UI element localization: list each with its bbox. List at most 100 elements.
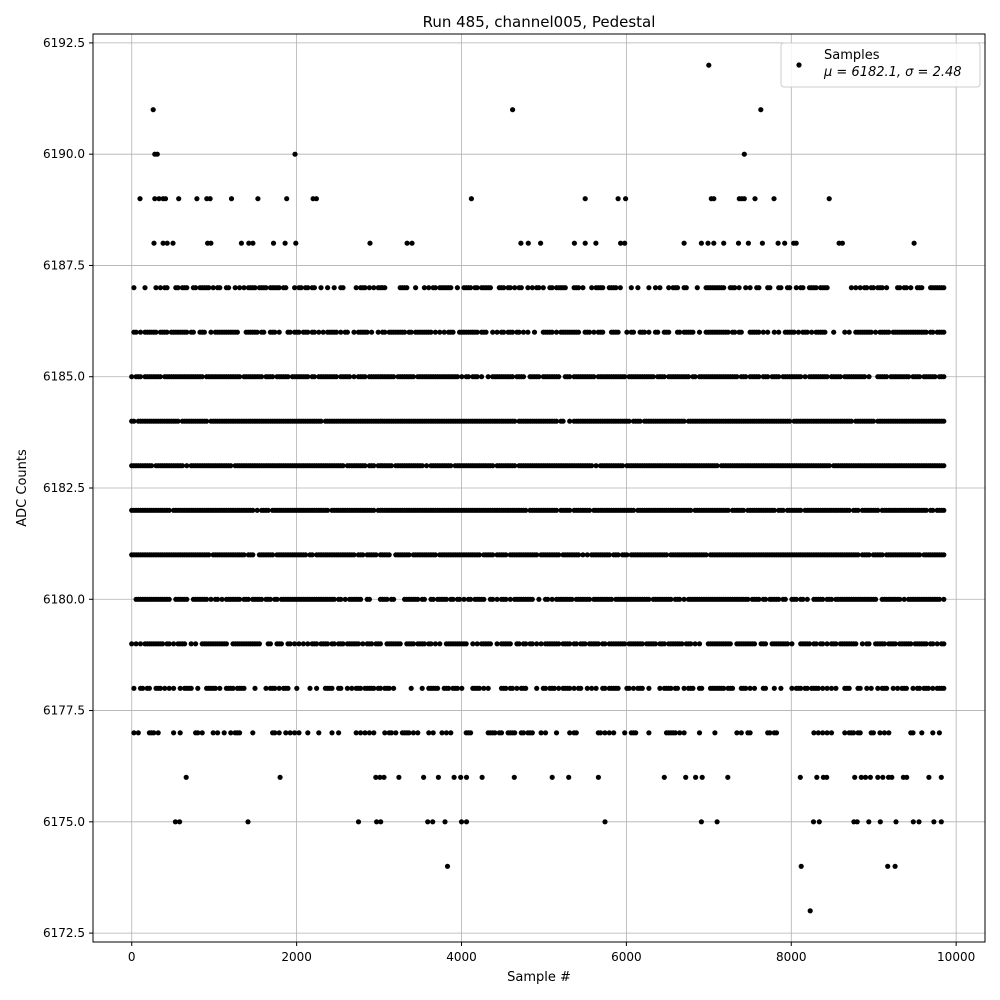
data-point: [567, 418, 573, 424]
data-point: [246, 240, 252, 246]
data-point: [895, 685, 901, 691]
data-point: [204, 596, 210, 602]
data-point: [463, 774, 470, 780]
data-point: [468, 596, 474, 602]
data-point: [287, 329, 293, 335]
data-point: [177, 730, 183, 736]
data-point: [487, 285, 493, 291]
data-point: [771, 329, 777, 335]
y-tick-label: 6190.0: [43, 147, 85, 161]
data-point: [593, 685, 599, 691]
data-point: [776, 596, 782, 602]
data-point: [276, 329, 282, 335]
data-point: [855, 507, 861, 513]
data-point: [813, 285, 819, 291]
data-point: [311, 329, 317, 335]
data-point: [276, 730, 282, 736]
data-point: [582, 641, 588, 647]
data-point: [542, 730, 549, 736]
data-point: [826, 463, 832, 469]
data-point: [747, 685, 753, 691]
data-point: [851, 730, 857, 736]
data-point: [151, 730, 157, 736]
data-point: [154, 151, 160, 157]
data-point: [661, 774, 667, 780]
data-point: [474, 374, 480, 380]
data-point: [451, 774, 457, 780]
data-point: [296, 730, 302, 736]
data-point: [228, 730, 234, 736]
data-point: [534, 552, 540, 558]
data-point: [540, 285, 546, 291]
data-point: [516, 641, 522, 647]
data-point: [639, 641, 645, 647]
data-point: [857, 685, 863, 691]
data-point: [615, 685, 621, 691]
data-point: [454, 374, 460, 380]
data-point: [351, 374, 357, 380]
data-point: [512, 463, 518, 469]
data-point: [916, 819, 922, 825]
data-point: [446, 685, 452, 691]
data-point: [622, 374, 628, 380]
data-point: [443, 596, 449, 602]
data-point: [351, 329, 357, 335]
data-point: [501, 329, 507, 335]
data-point: [284, 196, 290, 202]
data-point: [743, 685, 749, 691]
data-point: [351, 552, 357, 558]
data-point: [575, 329, 582, 335]
data-point: [573, 641, 579, 647]
data-point: [725, 329, 731, 335]
data-point: [483, 329, 489, 335]
data-point: [751, 641, 758, 647]
data-point: [941, 418, 947, 424]
data-point: [207, 196, 213, 202]
data-point: [318, 418, 324, 424]
data-point: [538, 641, 544, 647]
data-point: [386, 685, 392, 691]
data-point: [542, 685, 549, 691]
data-point: [775, 240, 781, 246]
data-point: [250, 507, 256, 513]
data-point: [901, 596, 907, 602]
data-point: [175, 285, 181, 291]
data-point: [877, 730, 883, 736]
chart-title: Run 485, channel005, Pedestal: [423, 13, 656, 31]
data-point: [589, 285, 595, 291]
data-point: [936, 730, 943, 736]
data-point: [442, 819, 448, 825]
data-point: [560, 418, 566, 424]
data-point: [833, 641, 839, 647]
data-point: [806, 641, 813, 647]
data-point: [721, 240, 727, 246]
data-point: [816, 819, 822, 825]
data-point: [137, 196, 143, 202]
data-point: [276, 285, 282, 291]
data-point: [910, 819, 916, 825]
data-point: [494, 329, 500, 335]
data-point: [889, 774, 895, 780]
data-point: [586, 329, 593, 335]
data-point: [711, 196, 717, 202]
data-point: [204, 418, 210, 424]
data-point: [735, 240, 742, 246]
data-point: [941, 463, 947, 469]
data-point: [810, 819, 817, 825]
data-point: [358, 730, 364, 736]
data-point: [272, 329, 278, 335]
data-point: [176, 196, 182, 202]
data-point: [752, 196, 758, 202]
data-point: [881, 641, 888, 647]
data-point: [309, 552, 315, 558]
x-tick-label: 2000: [281, 950, 312, 964]
data-point: [756, 374, 762, 380]
data-point: [219, 596, 225, 602]
data-point: [237, 285, 243, 291]
data-point: [919, 730, 925, 736]
data-point: [228, 196, 235, 202]
data-point: [256, 641, 262, 647]
data-point: [485, 374, 491, 380]
data-point: [938, 774, 944, 780]
data-point: [745, 240, 752, 246]
